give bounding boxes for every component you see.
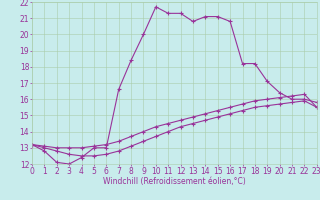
X-axis label: Windchill (Refroidissement éolien,°C): Windchill (Refroidissement éolien,°C): [103, 177, 246, 186]
